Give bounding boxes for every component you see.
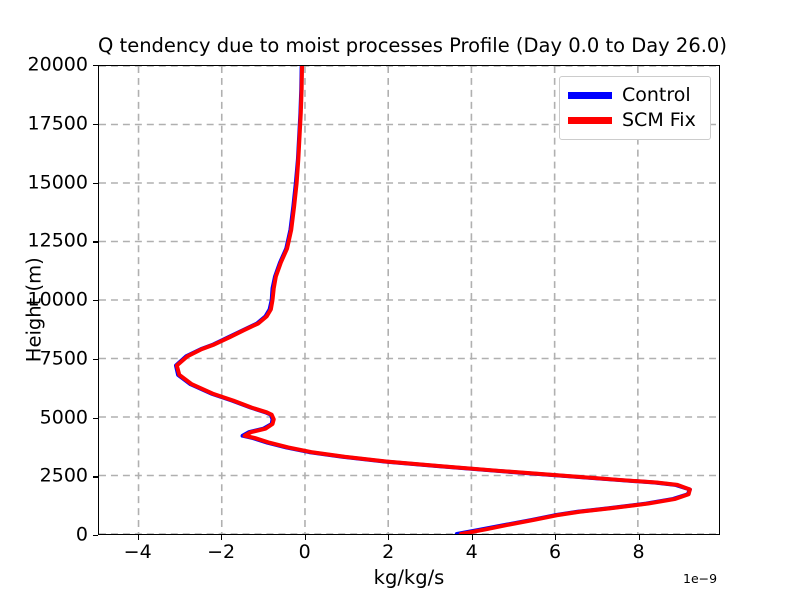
y-tick-label: 10000: [27, 288, 88, 311]
y-tickmark: [93, 476, 98, 478]
y-tickmark: [93, 182, 98, 184]
y-tick-label: 20000: [27, 53, 88, 76]
plot-area: [98, 65, 720, 535]
y-tickmark: [93, 300, 98, 302]
y-tickmark: [93, 417, 98, 419]
y-tick-label: 5000: [39, 406, 88, 428]
data-series-group: [173, 66, 692, 534]
x-tick-label: 4: [465, 541, 478, 563]
y-tick-label: 7500: [39, 347, 88, 370]
y-tickmark: [93, 65, 98, 67]
x-tickmark: [304, 535, 306, 540]
series-line-scm-fix: [174, 66, 692, 534]
x-tickmark: [555, 535, 557, 540]
legend-swatch-scm-fix: [568, 117, 612, 124]
y-tick-label: 12500: [27, 229, 88, 252]
legend-swatch-control: [568, 92, 612, 99]
x-tick-label: 6: [549, 541, 562, 563]
legend-label-scm-fix: SCM Fix: [622, 109, 696, 131]
x-tick-label: 8: [632, 541, 645, 563]
y-tick-label: 17500: [27, 112, 88, 135]
legend-label-control: Control: [622, 84, 691, 106]
y-tick-label: 15000: [27, 171, 88, 193]
x-tickmark: [137, 535, 139, 540]
x-tickmark: [388, 535, 390, 540]
y-tick-label: 0: [75, 523, 88, 546]
x-tick-label: −2: [207, 541, 236, 563]
x-tick-label: 2: [382, 541, 395, 563]
x-tickmark: [638, 535, 640, 540]
x-tick-label: −4: [123, 541, 152, 563]
legend-item-control: Control: [568, 83, 702, 108]
y-tickmark: [93, 358, 98, 361]
x-tickmark: [471, 535, 473, 540]
chart-legend: Control SCM Fix: [559, 76, 711, 140]
x-axis-label: kg/kg/s: [373, 566, 445, 589]
page-title: Q tendency due to moist processes Profil…: [98, 34, 727, 57]
x-axis-offset-text: 1e−9: [683, 571, 718, 586]
y-tickmark: [93, 241, 98, 243]
x-tick-label: 0: [298, 541, 311, 563]
x-tickmark: [221, 535, 223, 540]
y-tickmark: [93, 535, 98, 537]
y-tick-label: 2500: [39, 464, 88, 487]
legend-item-scm-fix: SCM Fix: [568, 108, 702, 133]
y-tickmark: [93, 123, 98, 126]
